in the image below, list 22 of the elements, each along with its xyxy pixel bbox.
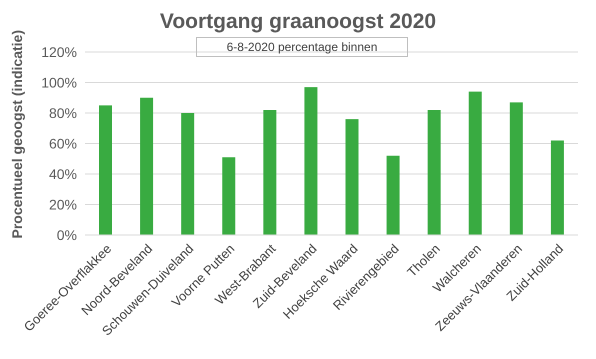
y-axis-title: Procentueel geoogst (indicatie): [8, 30, 25, 238]
bar: [263, 110, 276, 235]
bar: [550, 140, 564, 235]
bar: [222, 157, 236, 235]
y-tick-label: 40%: [48, 166, 77, 182]
y-tick-label: 120%: [41, 44, 77, 60]
bar: [346, 119, 358, 235]
bar: [181, 113, 194, 235]
bar: [304, 87, 318, 235]
subtitle-box: 6-8-2020 percentage binnen: [196, 37, 408, 57]
y-tick-label: 80%: [48, 104, 77, 121]
y-tick-label: 100%: [41, 74, 77, 90]
bar: [99, 105, 112, 235]
bar: [468, 92, 482, 235]
y-tick-label: 60%: [48, 135, 77, 152]
y-tick-label: 20%: [48, 196, 77, 212]
bar: [140, 98, 154, 235]
bar: [428, 110, 441, 235]
bar: [386, 156, 400, 235]
bar: [510, 102, 523, 235]
chart-title: Voortgang graanoogst 2020: [160, 10, 436, 33]
y-tick-label: 0%: [56, 226, 77, 243]
